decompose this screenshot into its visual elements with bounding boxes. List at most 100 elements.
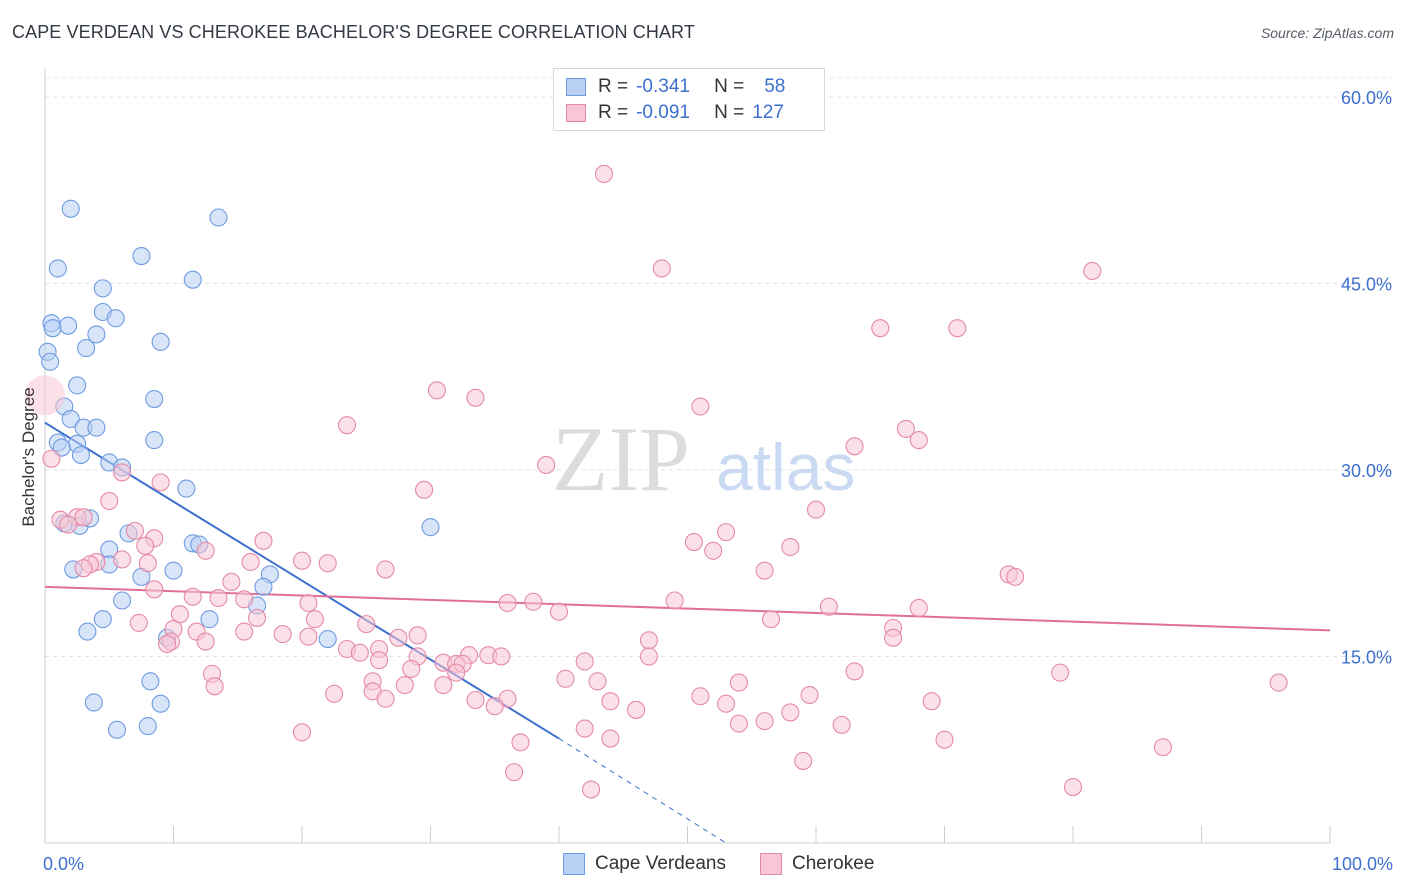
cherokee-point <box>209 588 228 608</box>
cherokee-point <box>498 593 517 613</box>
cape-verdean-point <box>145 431 164 450</box>
cherokee-point <box>639 647 659 666</box>
legend-row-cape-verdeans: R = -0.341 N = 58 <box>566 74 785 100</box>
r-value-cherokee: -0.091 <box>636 102 690 123</box>
stats-legend: R = -0.341 N = 58 R = -0.091 N = 127 <box>553 68 825 131</box>
cherokee-point <box>273 625 292 644</box>
cherokee-point <box>389 628 408 647</box>
cherokee-point <box>370 651 389 670</box>
cherokee-point <box>235 590 254 609</box>
n-label: N = <box>714 76 745 97</box>
cherokee-point <box>350 643 369 662</box>
cherokee-point <box>922 692 941 711</box>
cherokee-point <box>684 533 703 552</box>
cape-verdean-point <box>164 561 183 580</box>
cape-verdean-point <box>183 270 202 289</box>
cherokee-point <box>357 615 376 634</box>
cape-verdean-point <box>61 199 80 218</box>
cherokee-point <box>627 700 646 719</box>
cherokee-point <box>125 521 144 540</box>
cape-verdean-point <box>318 630 337 649</box>
cherokee-point <box>556 669 575 688</box>
cherokee-point <box>1006 567 1025 586</box>
cherokee-point <box>145 580 164 599</box>
cape-verdean-point <box>41 352 60 371</box>
cherokee-point <box>871 319 890 338</box>
cherokee-point <box>113 463 132 482</box>
n-value-cherokee: 127 <box>752 102 784 123</box>
cherokee-point <box>909 598 928 618</box>
cherokee-point <box>235 622 254 641</box>
cherokee-point <box>691 397 710 416</box>
cherokee-point <box>402 659 421 678</box>
cherokee-point <box>781 537 800 557</box>
y-tick-label: 60.0% <box>1341 88 1392 108</box>
cherokee-point <box>704 541 723 560</box>
cherokee-point <box>1051 663 1070 682</box>
cherokee-point <box>665 591 684 610</box>
cherokee-point <box>205 677 224 696</box>
cherokee-point <box>524 592 543 611</box>
cherokee-point <box>100 491 119 511</box>
y-tick-label: 30.0% <box>1341 461 1392 481</box>
chart-title: CAPE VERDEAN VS CHEROKEE BACHELOR'S DEGR… <box>12 22 695 42</box>
cape-verdean-point <box>84 693 103 712</box>
legend-label-cape-verdeans: Cape Verdeans <box>595 853 726 874</box>
cape-verdean-point <box>106 309 125 328</box>
cape-verdean-point <box>48 259 67 278</box>
cherokee-point <box>325 684 344 703</box>
legend-label-cherokee: Cherokee <box>792 853 875 874</box>
cherokee-point <box>845 437 864 456</box>
cherokee-point <box>575 719 594 738</box>
cherokee-point <box>196 632 215 651</box>
cherokee-point <box>601 729 620 748</box>
cherokee-point <box>537 455 556 475</box>
y-axis-title: Bachelor's Degree <box>19 387 38 526</box>
cape-verdean-point <box>43 319 62 338</box>
cherokee-point <box>794 751 813 770</box>
cherokee-point <box>151 473 170 492</box>
cherokee-point <box>376 689 395 708</box>
cape-verdean-point <box>209 208 228 227</box>
r-value-cape-verdeans: -0.341 <box>636 76 690 97</box>
watermark-zip: ZIP <box>552 408 690 510</box>
cherokee-point <box>909 431 928 450</box>
cherokee-point <box>896 419 916 438</box>
cherokee-point <box>292 551 312 570</box>
cherokee-point <box>588 672 607 691</box>
cherokee-legend-swatch <box>760 853 782 875</box>
cherokee-point <box>427 381 446 400</box>
cape-verdean-point <box>145 390 164 409</box>
cherokee-point <box>504 763 524 782</box>
cherokee-point <box>466 388 485 407</box>
y-tick-label: 45.0% <box>1341 274 1392 294</box>
cherokee-point <box>691 687 710 706</box>
x-tick-label-max: 100.0% <box>1332 854 1393 874</box>
cherokee-point <box>806 500 826 519</box>
cherokee-point <box>755 561 774 580</box>
cherokee-point <box>884 628 903 647</box>
cherokee-point <box>434 676 453 695</box>
cherokee-point <box>42 449 61 468</box>
cape-verdean-point <box>138 717 157 736</box>
cape-verdean-point <box>87 418 106 437</box>
cherokee-point <box>492 647 511 666</box>
cherokee-point <box>716 523 736 542</box>
cherokee-point <box>254 531 273 550</box>
y-tick-label: 15.0% <box>1341 647 1392 667</box>
cherokee-point <box>305 610 324 629</box>
cherokee-point <box>196 541 215 560</box>
cherokee-point <box>594 164 614 184</box>
r-label: R = <box>598 76 629 97</box>
cherokee-point <box>241 552 260 572</box>
cherokee-point <box>74 508 93 527</box>
cherokee-point <box>1063 777 1083 797</box>
cherokee-point <box>318 554 337 573</box>
cherokee-point <box>408 626 427 645</box>
cherokee-point <box>935 730 954 749</box>
cherokee-point <box>832 715 851 734</box>
cape-verdean-point <box>177 479 196 498</box>
cape-verdean-point <box>59 316 78 335</box>
axis-labels: 15.0% 30.0% 45.0% 60.0% 0.0% 100.0% Bachelor's… <box>19 88 1393 874</box>
cherokee-point <box>729 673 748 692</box>
